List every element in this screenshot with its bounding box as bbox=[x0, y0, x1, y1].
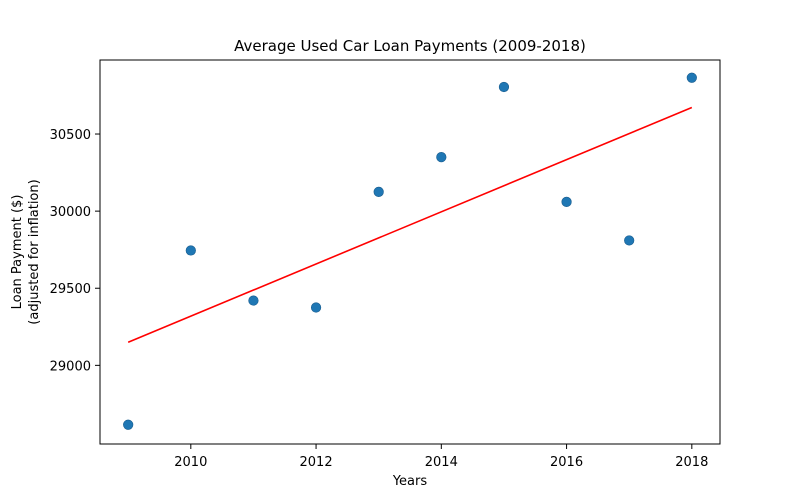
data-point-2009 bbox=[123, 419, 134, 430]
x-tick-label-2010: 2010 bbox=[174, 455, 207, 470]
data-point-2011 bbox=[248, 295, 259, 306]
plot-frame bbox=[99, 59, 721, 445]
data-layer bbox=[123, 72, 697, 430]
trend-line bbox=[127, 106, 693, 343]
x-axis-label: Years bbox=[392, 474, 428, 489]
y-axis-label-line-1: Loan Payment ($) bbox=[10, 195, 25, 310]
x-tick-label-2012: 2012 bbox=[300, 455, 333, 470]
y-axis-label-line-2: (adjusted for inflation) bbox=[27, 179, 42, 324]
y-tick-label-29500: 29500 bbox=[50, 282, 91, 297]
data-point-2018 bbox=[686, 72, 697, 83]
data-point-2016 bbox=[561, 196, 572, 207]
data-point-2012 bbox=[310, 302, 322, 313]
x-tick-label-2018: 2018 bbox=[675, 455, 708, 470]
data-point-2015 bbox=[498, 81, 510, 93]
data-point-2013 bbox=[373, 186, 384, 197]
y-tick-label-30000: 30000 bbox=[50, 205, 91, 220]
x-tick-label-2014: 2014 bbox=[425, 455, 458, 470]
x-axis-ticks: 2010 2012 2014 2016 2018 bbox=[174, 444, 708, 470]
x-tick-label-2016: 2016 bbox=[550, 455, 583, 470]
data-point-2017 bbox=[624, 235, 635, 246]
chart-title: Average Used Car Loan Payments (2009-201… bbox=[234, 37, 586, 55]
y-axis-ticks: 29000 29500 30000 30500 bbox=[50, 128, 100, 374]
data-point-2014 bbox=[436, 152, 447, 163]
y-tick-label-30500: 30500 bbox=[50, 128, 91, 143]
y-tick-label-29000: 29000 bbox=[50, 359, 91, 374]
data-point-2010 bbox=[185, 245, 196, 256]
